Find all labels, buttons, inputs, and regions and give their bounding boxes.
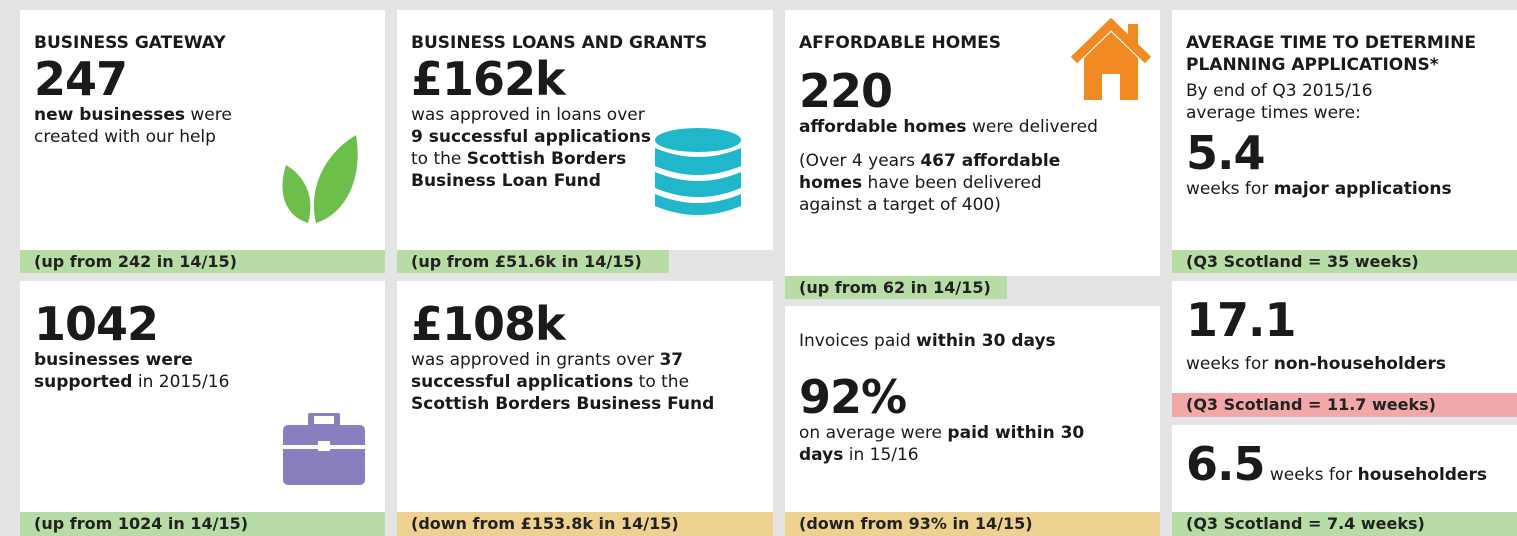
card: 17.1 weeks for non-householders [1172,281,1517,393]
figure: 17.1 [1186,293,1297,347]
text-run: 37 successful applications [411,350,684,392]
text-run: on average were [799,423,948,443]
text: was approved in loans over 9 successful … [411,104,656,192]
text-run: affordable homes [799,117,967,137]
text-run: non-householders [1273,354,1447,374]
footer: (up from 242 in 14/15) [20,250,385,273]
text: was approved in grants over 37 successfu… [411,349,756,415]
text-run: Scottish Borders Business Fund [411,394,715,414]
card: BUSINESS LOANS AND GRANTS £162k was appr… [397,10,773,250]
figure: 92% [799,370,907,424]
text-run: to the [411,149,467,169]
title: BUSINESS GATEWAY [34,33,226,53]
text-run: were delivered [966,117,1098,137]
text-run: weeks for [1186,354,1274,374]
figure: 6.5 [1186,437,1265,491]
text-run: paid within 30 days [799,423,1085,465]
card: £108k was approved in grants over 37 suc… [397,281,773,512]
footer: (up from 1024 in 14/15) [20,512,385,536]
title: AVERAGE TIME TO DETERMINE PLANNING APPLI… [1186,33,1476,75]
text: weeks for non-householders [1186,353,1503,375]
card: 6.5 weeks for householders [1172,425,1517,512]
text: new businesses were created with our hel… [34,104,264,148]
card: 1042 businesses were supported in 2015/1… [20,281,385,512]
leaf-icon [282,135,358,223]
footer: (down from £153.8k in 14/15) [397,512,773,536]
text: on average were paid within 30 days in 1… [799,422,1119,466]
text: affordable homes were delivered [799,116,1146,138]
text-run: within 30 days [916,331,1056,351]
text-run: have been delivered against a target of … [799,173,1042,215]
figure: 220 [799,64,893,118]
card: Invoices paid within 30 days 92% on aver… [785,306,1160,512]
footer: (up from £51.6k in 14/15) [397,250,669,273]
intro: By end of Q3 2015/16 average times were: [1186,81,1373,123]
text-run: new businesses [34,105,185,125]
text-run: householders [1357,465,1487,485]
text-run: major applications [1273,179,1452,199]
text-run: weeks for [1186,179,1274,199]
text-run: businesses were supported [34,350,193,392]
figure: £108k [411,297,566,351]
figure: 1042 [34,297,159,351]
text-run: was approved in grants over [411,350,660,370]
text-run: Scottish Borders Business Loan Fund [411,149,627,191]
figure: 5.4 [1186,126,1266,180]
note: (Over 4 years 467 affordable homes have … [799,150,1069,216]
text-run: Invoices paid [799,331,917,351]
card: BUSINESS GATEWAY 247 new businesses were… [20,10,385,250]
text: weeks for major applications [1186,178,1503,200]
text-run: in 15/16 [843,445,919,465]
database-icon [655,128,741,215]
intro: Invoices paid within 30 days [799,330,1146,352]
text-run: weeks for [1264,465,1358,485]
text: businesses were supported in 2015/16 [34,349,234,393]
text-run: (Over 4 years [799,151,921,171]
text-run: to the [633,372,690,392]
figure: 247 [34,52,128,106]
house-icon [1070,18,1152,100]
footer: (Q3 Scotland = 35 weeks) [1172,250,1517,273]
footer: (Q3 Scotland = 11.7 weeks) [1172,393,1517,417]
title: AFFORDABLE HOMES [799,33,1001,53]
text-run: were created with our help [34,105,232,147]
text-run: 9 successful applications [411,127,652,147]
text-run: 467 affordable homes [799,151,1061,193]
row: 6.5 weeks for householders [1186,439,1503,489]
footer: (Q3 Scotland = 7.4 weeks) [1172,512,1517,536]
footer: (up from 62 in 14/15) [785,276,1007,299]
briefcase-icon [283,413,365,485]
text-run: was approved in loans over [411,105,645,125]
figure: £162k [411,52,566,106]
card: AFFORDABLE HOMES 220 affordable homes we… [785,10,1160,276]
card: AVERAGE TIME TO DETERMINE PLANNING APPLI… [1172,10,1517,250]
text-run: in 2015/16 [132,372,230,392]
footer: (down from 93% in 14/15) [785,512,1160,536]
title: BUSINESS LOANS AND GRANTS [411,33,708,53]
